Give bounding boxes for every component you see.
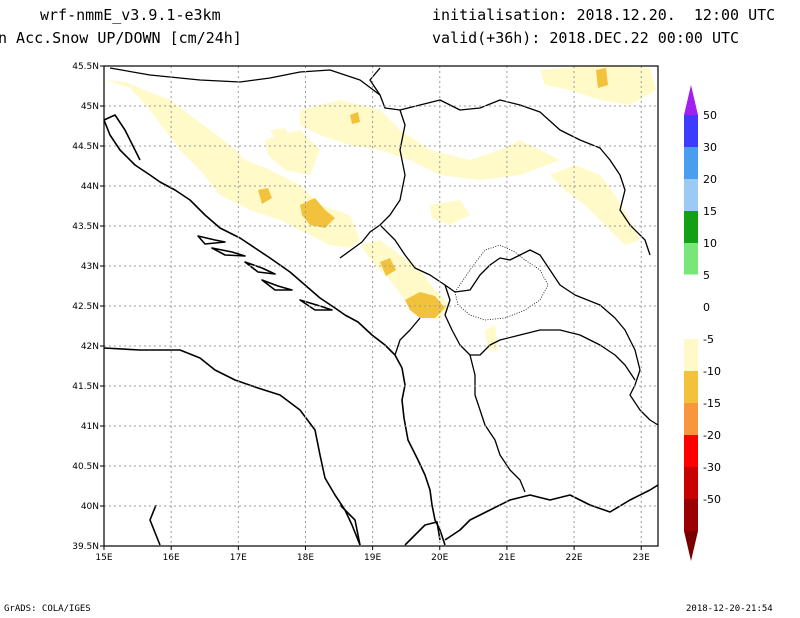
colorbar-label: -5	[703, 333, 714, 346]
coastlines	[103, 114, 659, 546]
colorbar-swatch	[684, 371, 698, 403]
colorbar-top-arrow	[684, 85, 698, 115]
colorbar-swatch	[683, 274, 699, 308]
footer-credit: GrADS: COLA/IGES	[4, 604, 91, 614]
colorbar-label: 15	[703, 205, 717, 218]
lat-tick-label: 45N	[81, 102, 99, 112]
lat-tick-label: 43.5N	[72, 222, 99, 232]
colorbar-swatch	[684, 243, 698, 275]
colorbar-label: 20	[703, 173, 717, 186]
colorbar-label: -50	[703, 493, 721, 506]
snow-shading-light	[106, 65, 656, 350]
lat-tick-label: 42.5N	[72, 302, 99, 312]
colorbar-label: 5	[703, 269, 710, 282]
lat-tick-label: 45.5N	[72, 62, 99, 72]
lon-tick-label: 21E	[498, 553, 515, 563]
colorbar-swatch	[684, 403, 698, 435]
lat-tick-labels: 45.5N 45N 44.5N 44N 43.5N 43N 42.5N 42N 41.5N 41N…	[72, 62, 99, 552]
lon-tick-label: 15E	[95, 553, 112, 563]
lon-tick-label: 20E	[431, 553, 448, 563]
colorbar-label: -30	[703, 461, 721, 474]
lat-tick-label: 44N	[81, 182, 99, 192]
colorbar	[683, 85, 699, 561]
colorbar-swatch	[684, 211, 698, 243]
map-gridlines	[100, 65, 658, 550]
model-title: wrf-nmmE_v3.9.1-e3km	[40, 6, 221, 24]
footer-timestamp: 2018-12-20-21:54	[686, 604, 773, 614]
colorbar-label: -20	[703, 429, 721, 442]
colorbar-label: 50	[703, 109, 717, 122]
init-time: initialisation: 2018.12.20. 12:00 UTC	[432, 6, 776, 24]
lon-tick-label: 19E	[364, 553, 381, 563]
colorbar-swatch	[684, 179, 698, 211]
colorbar-label: -10	[703, 365, 721, 378]
colorbar-label: 0	[703, 301, 710, 314]
colorbar-swatch	[683, 306, 699, 340]
lon-tick-label: 23E	[633, 553, 650, 563]
colorbar-swatch	[684, 115, 698, 147]
lon-tick-label: 18E	[297, 553, 314, 563]
field-title: n Acc.Snow UP/DOWN [cm/24h]	[0, 29, 242, 47]
lat-tick-label: 40N	[81, 502, 99, 512]
colorbar-swatch	[684, 467, 698, 499]
lat-tick-label: 40.5N	[72, 462, 99, 472]
lon-tick-labels: 15E 16E 17E 18E 19E 20E 21E 22E 23E	[95, 553, 650, 563]
lat-tick-label: 44.5N	[72, 142, 99, 152]
lon-tick-label: 16E	[163, 553, 180, 563]
lat-tick-label: 42N	[81, 342, 99, 352]
colorbar-bottom-arrow	[684, 531, 698, 561]
country-borders	[109, 67, 659, 493]
colorbar-swatch	[684, 147, 698, 179]
colorbar-swatch	[684, 435, 698, 467]
lat-tick-label: 41N	[81, 422, 99, 432]
colorbar-label: 30	[703, 141, 717, 154]
lat-tick-label: 43N	[81, 262, 99, 272]
lat-tick-label: 41.5N	[72, 382, 99, 392]
valid-time: valid(+36h): 2018.DEC.22 00:00 UTC	[432, 29, 740, 47]
lat-tick-label: 39.5N	[72, 542, 99, 552]
map-frame	[103, 65, 659, 547]
snow-shading-moderate	[258, 68, 608, 318]
lon-tick-label: 17E	[230, 553, 247, 563]
colorbar-label: -15	[703, 397, 721, 410]
colorbar-swatch	[684, 499, 698, 531]
kosovo-border	[454, 244, 549, 321]
lon-tick-label: 22E	[565, 553, 582, 563]
colorbar-label: 10	[703, 237, 717, 250]
colorbar-swatch	[684, 339, 698, 371]
